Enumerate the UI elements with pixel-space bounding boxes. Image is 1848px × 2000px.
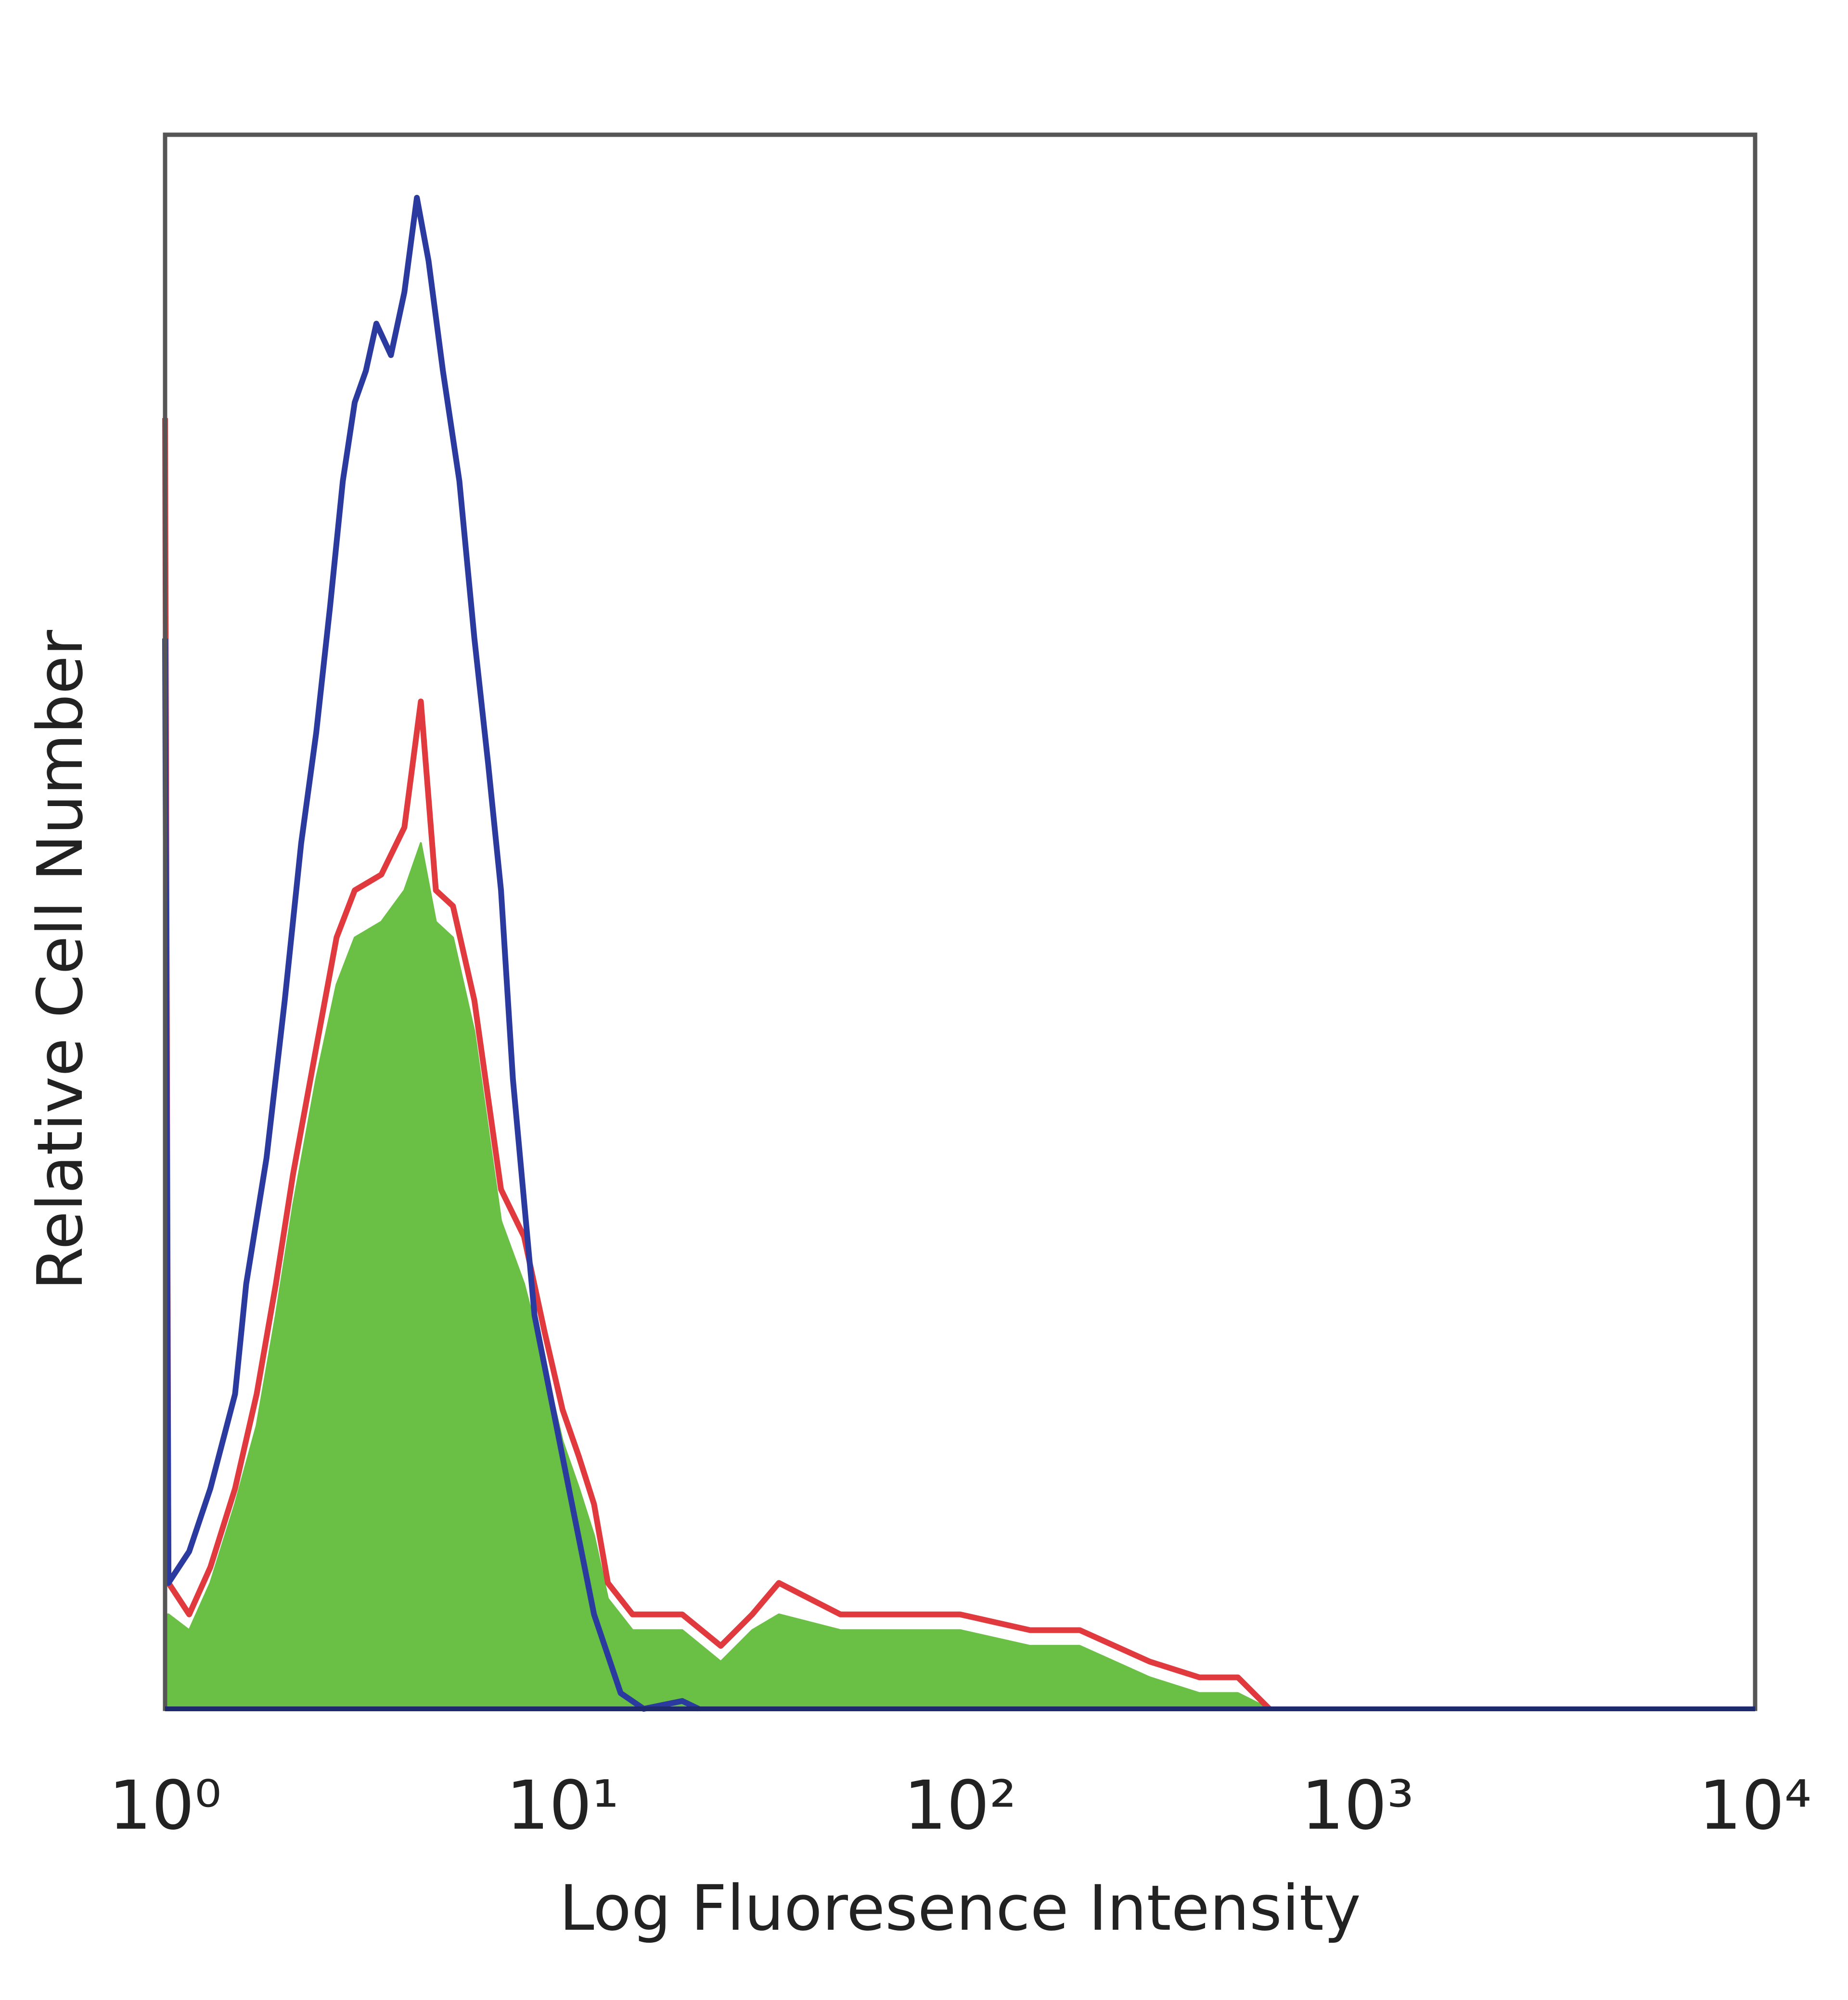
histogram-line: [162, 194, 700, 1712]
x-tick-label: 10⁴: [1699, 1767, 1811, 1845]
y-axis-label: Relative Cell Number: [24, 629, 97, 1290]
x-tick-label: 10²: [904, 1767, 1016, 1845]
x-tick-label: 10¹: [506, 1767, 619, 1845]
x-axis-label: Log Fluoresence Intensity: [559, 1872, 1361, 1945]
x-tick-label: 10⁰: [109, 1767, 221, 1845]
x-tick-label: 10³: [1301, 1767, 1414, 1845]
